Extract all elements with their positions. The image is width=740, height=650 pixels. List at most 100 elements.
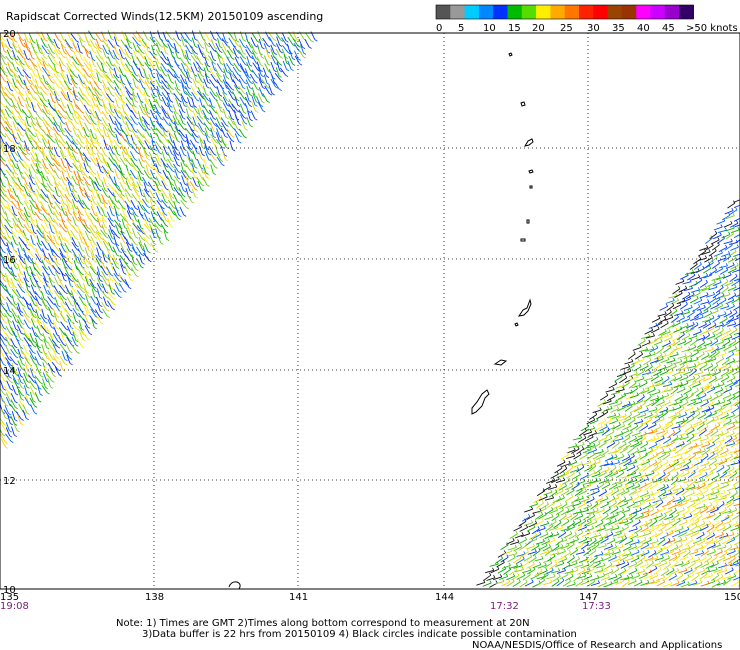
wind-vector bbox=[108, 174, 114, 184]
wind-vector bbox=[6, 302, 10, 312]
wind-vector bbox=[708, 352, 717, 358]
wind-barb bbox=[76, 107, 80, 110]
wind-vector bbox=[627, 419, 636, 426]
wind-vector bbox=[65, 198, 70, 208]
wind-vector bbox=[718, 406, 727, 413]
wind-barb bbox=[62, 238, 66, 242]
wind-barb bbox=[735, 309, 738, 313]
wind-barb bbox=[52, 140, 56, 144]
wind-vector bbox=[132, 212, 137, 221]
wind-vector bbox=[287, 36, 294, 45]
wind-vector bbox=[60, 194, 65, 204]
wind-vector bbox=[199, 30, 204, 39]
wind-barb bbox=[714, 349, 717, 353]
wind-vector bbox=[10, 338, 16, 347]
wind-vector bbox=[95, 114, 101, 124]
wind-barb bbox=[190, 110, 194, 113]
wind-barb bbox=[92, 94, 96, 97]
wind-barb bbox=[238, 134, 242, 138]
wind-vector bbox=[40, 189, 47, 197]
wind-vector bbox=[41, 150, 45, 160]
wind-vector bbox=[105, 74, 113, 82]
wind-vector bbox=[52, 62, 57, 72]
wind-vector bbox=[257, 93, 263, 102]
wind-vector bbox=[78, 62, 84, 71]
wind-vector bbox=[34, 290, 41, 299]
wind-vector bbox=[65, 141, 71, 150]
wind-barb bbox=[94, 160, 98, 163]
wind-vector bbox=[18, 241, 23, 251]
wind-barb bbox=[668, 340, 671, 344]
wind-vector bbox=[58, 223, 66, 231]
wind-vector bbox=[720, 414, 729, 420]
wind-barb bbox=[81, 290, 85, 293]
wind-vector bbox=[89, 265, 96, 274]
wind-barb bbox=[117, 53, 121, 56]
wind-vector bbox=[89, 283, 96, 292]
wind-barb bbox=[692, 415, 695, 419]
wind-vector bbox=[161, 105, 167, 114]
wind-barb bbox=[261, 81, 265, 84]
wind-barb bbox=[34, 64, 38, 67]
wind-vector bbox=[84, 210, 90, 220]
wind-vector bbox=[15, 289, 22, 298]
wind-vector bbox=[186, 121, 192, 130]
wind-barb bbox=[111, 100, 115, 103]
wind-vector bbox=[76, 278, 82, 288]
wind-vector bbox=[52, 224, 58, 233]
wind-vector bbox=[251, 102, 256, 112]
wind-vector bbox=[24, 288, 31, 297]
wind-vector bbox=[7, 188, 12, 198]
wind-barb bbox=[33, 285, 37, 288]
wind-vector bbox=[0, 218, 4, 228]
wind-vector bbox=[603, 407, 613, 412]
wind-barb bbox=[708, 406, 711, 410]
wind-barb bbox=[177, 57, 181, 60]
wind-vector bbox=[216, 86, 221, 96]
wind-vector bbox=[54, 138, 60, 147]
wind-barb bbox=[709, 310, 713, 314]
wind-barb bbox=[147, 158, 151, 161]
wind-vector bbox=[67, 318, 72, 328]
wind-barb bbox=[27, 158, 31, 161]
wind-barb bbox=[177, 164, 181, 167]
wind-vector bbox=[704, 402, 714, 408]
wind-vector bbox=[148, 189, 155, 198]
wind-barb bbox=[94, 236, 98, 239]
wind-vector bbox=[149, 234, 155, 244]
wind-vector bbox=[641, 342, 651, 347]
wind-vector bbox=[71, 344, 78, 353]
wind-barb bbox=[105, 135, 109, 138]
wind-vector bbox=[29, 228, 36, 237]
wind-vector bbox=[96, 296, 101, 306]
wind-vector bbox=[65, 135, 72, 143]
wind-vector bbox=[82, 176, 89, 185]
wind-vector bbox=[615, 389, 625, 393]
wind-barb bbox=[71, 70, 75, 73]
wind-vector bbox=[683, 287, 693, 292]
wind-barb bbox=[95, 164, 99, 167]
wind-vector bbox=[214, 67, 220, 76]
wind-vector bbox=[17, 373, 22, 383]
wind-barb bbox=[577, 446, 580, 450]
wind-vector bbox=[113, 176, 117, 186]
wind-vector bbox=[683, 306, 693, 312]
wind-barb bbox=[33, 310, 37, 314]
wind-barb bbox=[57, 263, 61, 266]
wind-barb bbox=[81, 345, 85, 349]
wind-vector bbox=[64, 301, 71, 310]
wind-vector bbox=[665, 300, 675, 304]
wind-barb bbox=[717, 399, 721, 403]
wind-vector bbox=[659, 444, 669, 449]
wind-vector bbox=[35, 128, 43, 137]
wind-barb bbox=[39, 261, 43, 264]
wind-barb bbox=[726, 285, 729, 289]
wind-barb bbox=[95, 219, 99, 222]
wind-barb bbox=[706, 383, 710, 387]
wind-vector bbox=[684, 271, 694, 276]
wind-barb bbox=[104, 220, 108, 223]
wind-vector bbox=[36, 367, 41, 376]
wind-barb bbox=[709, 411, 713, 415]
wind-vector bbox=[52, 319, 57, 329]
wind-vector bbox=[148, 217, 155, 226]
